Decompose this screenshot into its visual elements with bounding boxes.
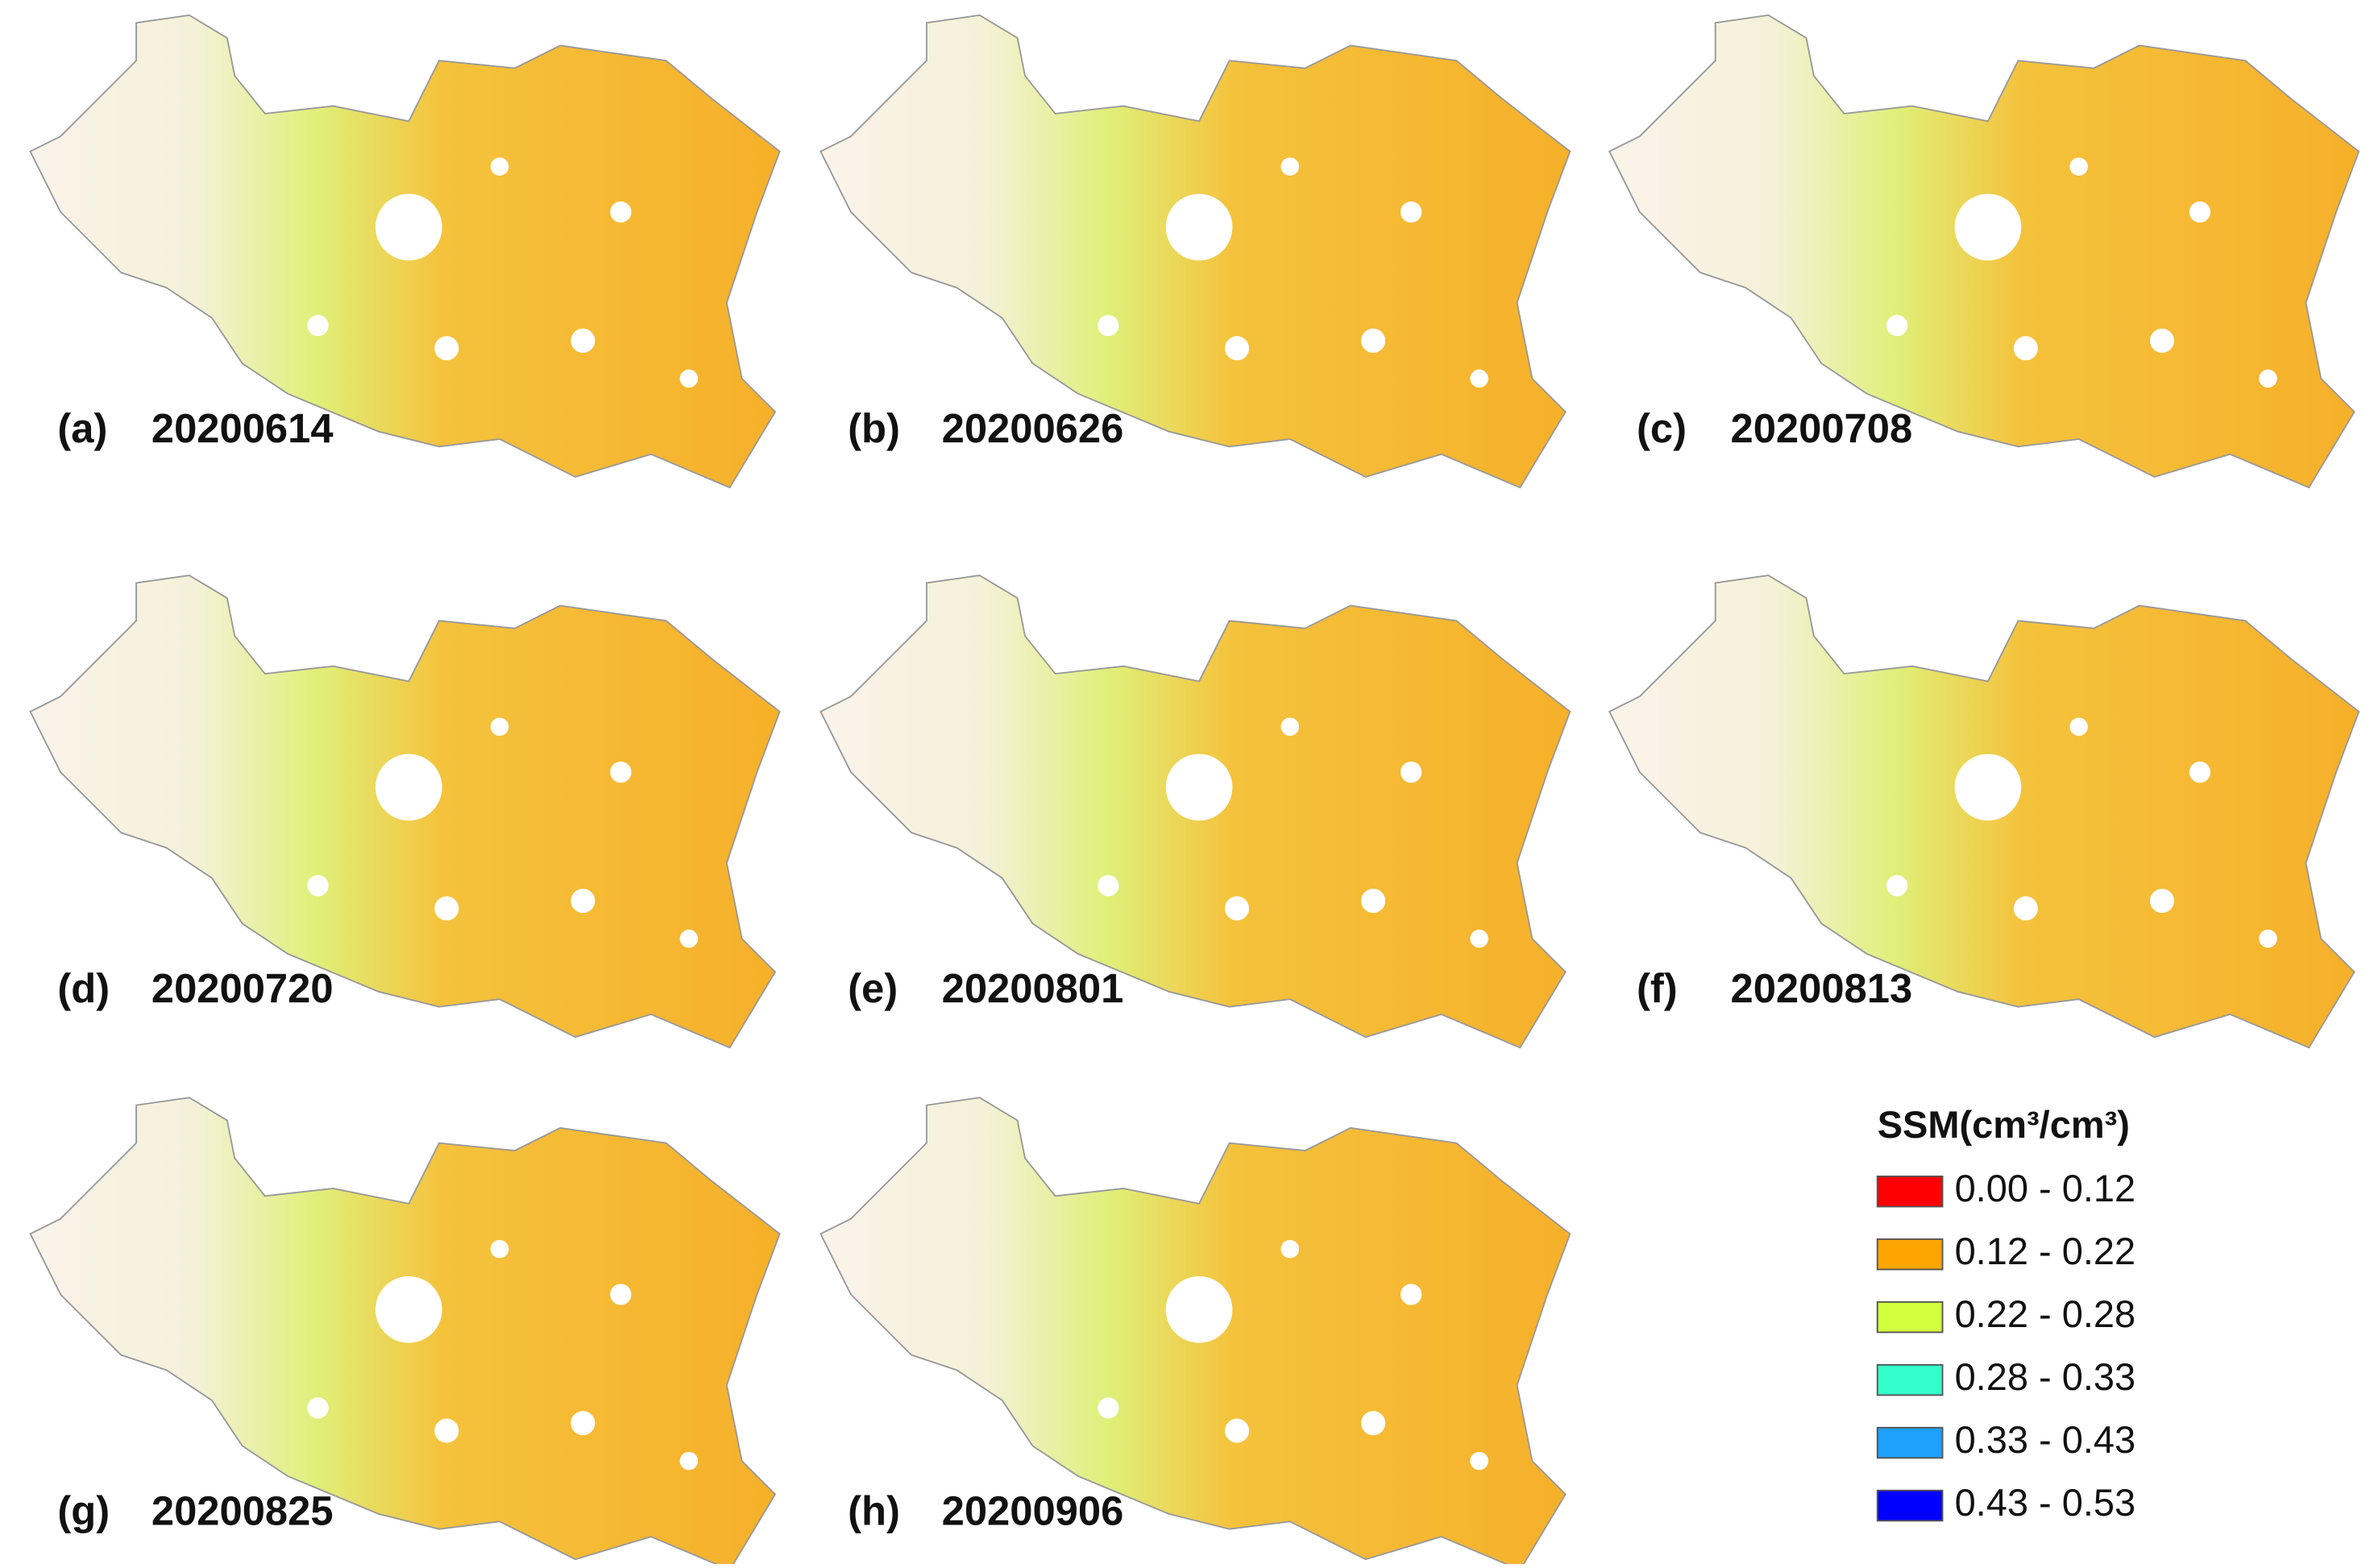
urban-area — [1224, 1418, 1250, 1443]
panel-letter: (f) — [1637, 965, 1678, 1011]
urban-area — [307, 1397, 329, 1419]
urban-area — [1400, 1284, 1422, 1305]
urban-area — [1098, 314, 1119, 337]
legend-swatch — [1876, 1426, 1944, 1459]
urban-area — [307, 875, 329, 897]
legend-label: 0.22 - 0.28 — [1955, 1292, 2136, 1335]
urban-area — [1954, 193, 2022, 261]
map-panel: (a) 20200614 — [29, 14, 781, 489]
urban-area — [1280, 1239, 1300, 1259]
panel-date: 20200626 — [942, 405, 1124, 451]
panel-letter: (a) — [57, 405, 107, 451]
legend-label: 0.12 - 0.22 — [1955, 1230, 2136, 1272]
urban-area — [1470, 369, 1488, 388]
urban-area — [1886, 314, 1908, 337]
legend-swatch — [1876, 1175, 1944, 1208]
urban-area — [1361, 1411, 1386, 1436]
urban-area — [1886, 875, 1908, 897]
urban-area — [375, 193, 442, 261]
map-panels: (a) 20200614 (b) 20200626 (c) 20200708 (d) 2020… — [29, 14, 2360, 1568]
urban-area — [375, 1276, 442, 1343]
urban-area — [610, 761, 632, 783]
urban-area — [1400, 761, 1422, 783]
panel-date: 20200708 — [1730, 405, 1912, 451]
urban-area — [2189, 201, 2211, 223]
urban-area — [1400, 201, 1422, 223]
panel-letter: (d) — [57, 965, 110, 1011]
urban-area — [2013, 896, 2038, 921]
legend-swatch — [1876, 1363, 1944, 1396]
urban-area — [434, 896, 459, 921]
legend-label: 0.43 - 0.53 — [1955, 1481, 2136, 1524]
urban-area — [1224, 896, 1250, 921]
panel-letter: (c) — [1637, 405, 1687, 451]
panel-letter: (b) — [848, 405, 900, 451]
urban-area — [610, 201, 632, 223]
urban-area — [679, 929, 699, 948]
urban-area — [571, 888, 596, 914]
urban-area — [1470, 929, 1488, 948]
map-panel: (c) 20200708 — [1608, 14, 2360, 489]
urban-area — [679, 1451, 699, 1471]
urban-area — [2149, 888, 2174, 914]
urban-area — [571, 1411, 596, 1436]
legend-swatch — [1876, 1300, 1944, 1334]
urban-area — [679, 369, 699, 388]
panel-letter: (g) — [57, 1487, 110, 1533]
panel-date: 20200720 — [151, 965, 334, 1011]
legend-label: 0.33 - 0.43 — [1955, 1418, 2136, 1461]
urban-area — [2189, 761, 2211, 783]
urban-area — [2259, 369, 2277, 388]
panel-date: 20200906 — [942, 1487, 1124, 1533]
urban-area — [1165, 193, 1233, 261]
urban-area — [1165, 1276, 1233, 1343]
panel-date: 20200825 — [151, 1487, 334, 1533]
urban-area — [571, 328, 596, 353]
urban-area — [2149, 328, 2174, 353]
panel-date: 20200813 — [1730, 965, 1912, 1011]
legend-label: 0.28 - 0.33 — [1955, 1355, 2136, 1398]
urban-area — [1954, 753, 2022, 821]
urban-area — [1361, 888, 1386, 914]
map-panel: (h) 20200906 — [820, 1097, 1571, 1568]
map-panel: (g) 20200825 — [29, 1097, 781, 1568]
urban-area — [490, 157, 509, 176]
map-panel: (d) 20200720 — [29, 575, 781, 1049]
panel-date: 20200614 — [151, 405, 334, 451]
urban-area — [1280, 157, 1300, 176]
legend-label: 0.00 - 0.12 — [1955, 1167, 2136, 1209]
urban-area — [1098, 1397, 1119, 1419]
legend: SSM(cm³/cm³) 0.00 - 0.12 0.12 - 0.22 0.22 … — [1876, 1103, 2136, 1524]
urban-area — [434, 1418, 459, 1443]
urban-area — [2069, 157, 2088, 176]
urban-area — [2013, 336, 2038, 361]
legend-swatch — [1876, 1489, 1944, 1522]
map-panel: (e) 20200801 — [820, 575, 1571, 1049]
urban-area — [434, 336, 459, 361]
map-panel: (f) 20200813 — [1608, 575, 2360, 1049]
urban-area — [610, 1284, 632, 1305]
urban-area — [490, 1239, 509, 1259]
panel-date: 20200801 — [942, 965, 1124, 1011]
urban-area — [2069, 717, 2088, 736]
urban-area — [1165, 753, 1233, 821]
urban-area — [490, 717, 509, 736]
urban-area — [1280, 717, 1300, 736]
map-panel: (b) 20200626 — [820, 14, 1571, 489]
urban-area — [1470, 1451, 1488, 1471]
legend-title: SSM(cm³/cm³) — [1878, 1103, 2130, 1146]
urban-area — [375, 753, 442, 821]
urban-area — [1224, 336, 1250, 361]
panel-letter: (e) — [848, 965, 898, 1011]
urban-area — [1361, 328, 1386, 353]
panel-letter: (h) — [848, 1487, 900, 1533]
legend-swatch — [1876, 1238, 1944, 1271]
urban-area — [1098, 875, 1119, 897]
urban-area — [307, 314, 329, 337]
urban-area — [2259, 929, 2277, 948]
